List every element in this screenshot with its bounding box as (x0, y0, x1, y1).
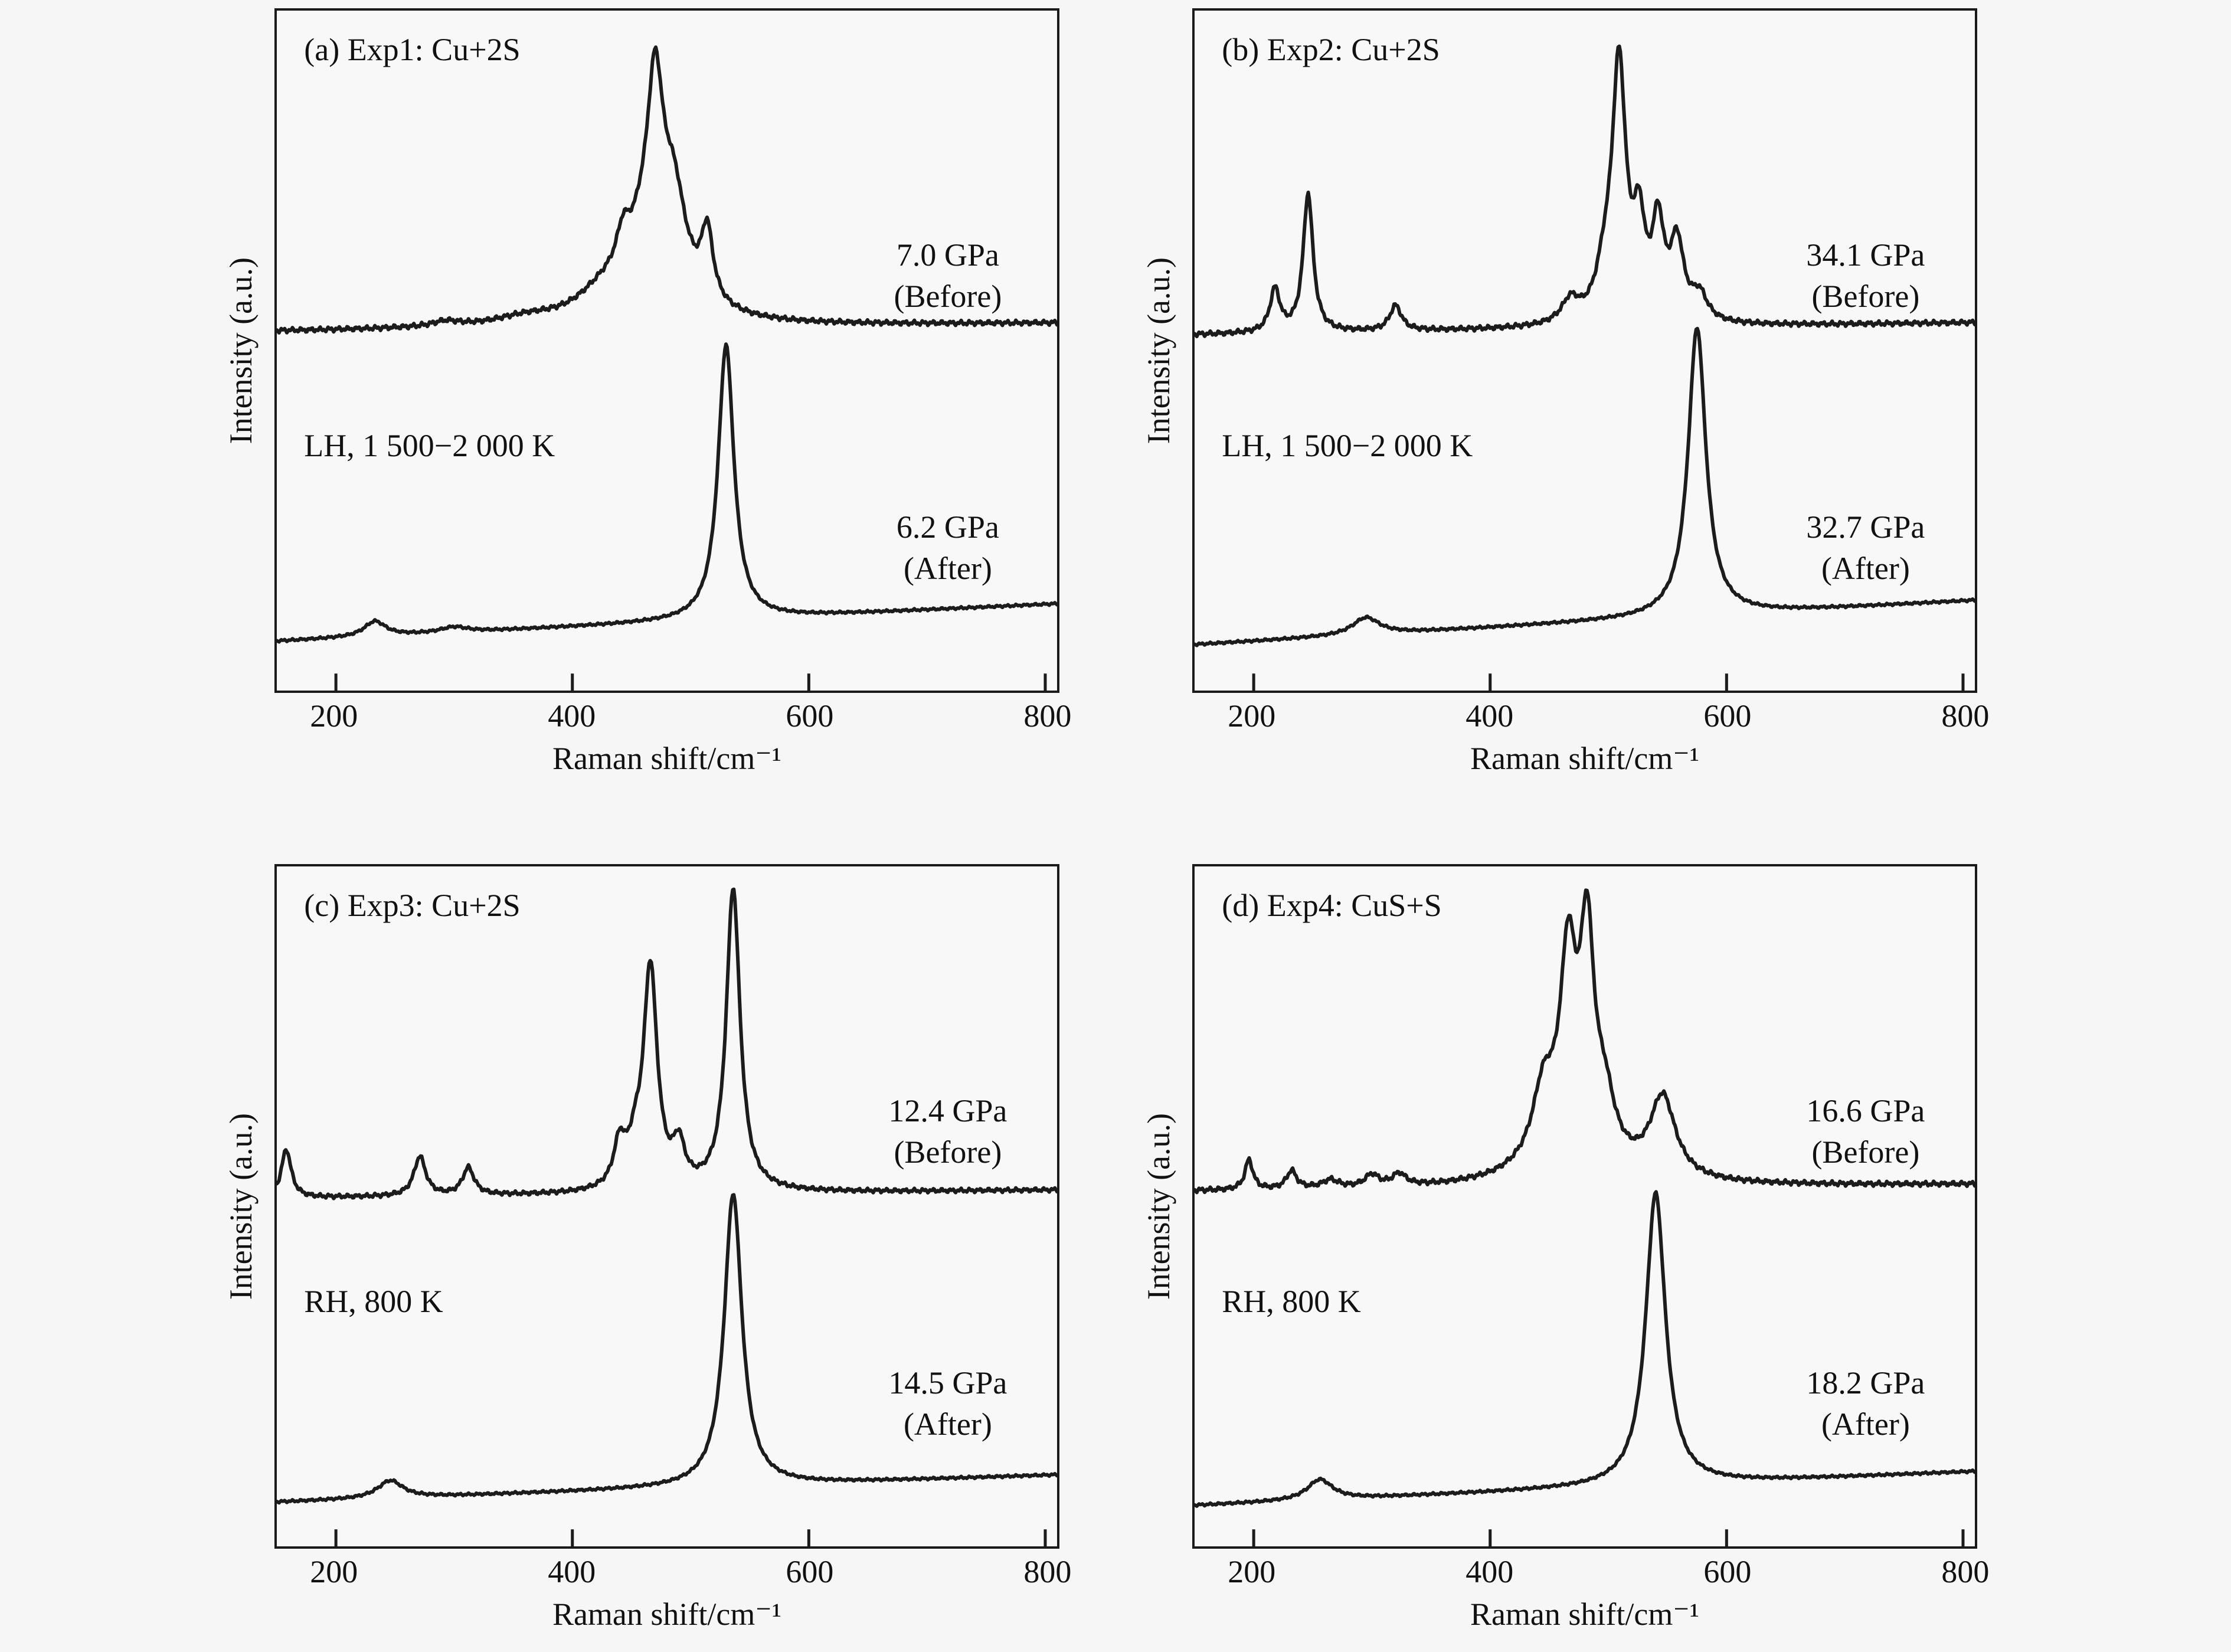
y-axis-label-cell: Intensity (a.u.) (207, 8, 274, 693)
panel-c: Intensity (a.u.) (c) Exp3: Cu+2S RH, 800… (207, 864, 1071, 1643)
spectrum-curve-after (277, 342, 1057, 644)
x-tick-label: 800 (1941, 698, 1990, 734)
plot-area-c: (c) Exp3: Cu+2S RH, 800 K 12.4 GPa (Befo… (274, 864, 1059, 1549)
before-curve-label: 12.4 GPa (Before) (888, 1090, 1007, 1173)
x-tick-labels: 200 400 600 800 (274, 1549, 1071, 1593)
x-axis-label: Raman shift/cm⁻¹ (1470, 741, 1700, 776)
y-axis-label: Intensity (a.u.) (1140, 1113, 1176, 1300)
y-axis-label: Intensity (a.u.) (223, 1113, 259, 1300)
plot-area-d: (d) Exp4: CuS+S RH, 800 K 16.6 GPa (Befo… (1192, 864, 1977, 1549)
y-axis-label-cell: Intensity (a.u.) (207, 864, 274, 1549)
x-tick-label: 400 (548, 698, 596, 734)
x-tick-label: 800 (1941, 1554, 1990, 1589)
plot-area-b: (b) Exp2: Cu+2S LH, 1 500−2 000 K 34.1 G… (1192, 8, 1977, 693)
after-pressure: 6.2 GPa (896, 509, 999, 545)
before-pressure: 34.1 GPa (1806, 237, 1925, 273)
x-tick-labels: 200 400 600 800 (1192, 693, 1989, 737)
y-axis-label: Intensity (a.u.) (223, 257, 259, 444)
spectrum-curve-after (1195, 1190, 1975, 1508)
panel-title: (a) Exp1: Cu+2S (304, 31, 521, 67)
x-tick-label: 800 (1023, 1554, 1072, 1589)
after-state: (After) (903, 1406, 992, 1442)
after-state: (After) (1821, 1406, 1910, 1442)
plot-area-a: (a) Exp1: Cu+2S LH, 1 500−2 000 K 7.0 GP… (274, 8, 1059, 693)
before-curve-label: 34.1 GPa (Before) (1806, 234, 1925, 317)
panel-title: (c) Exp3: Cu+2S (304, 887, 521, 923)
after-state: (After) (903, 551, 992, 587)
before-pressure: 12.4 GPa (888, 1093, 1007, 1129)
after-curve-label: 32.7 GPa (After) (1806, 506, 1925, 589)
x-tick-label: 600 (1703, 1554, 1752, 1589)
panel-title: (b) Exp2: Cu+2S (1222, 31, 1440, 67)
after-pressure: 14.5 GPa (888, 1365, 1007, 1401)
x-axis-label: Raman shift/cm⁻¹ (552, 741, 782, 776)
after-curve-label: 18.2 GPa (After) (1806, 1362, 1925, 1445)
x-tick-label: 200 (310, 698, 358, 734)
x-tick-label: 800 (1023, 698, 1072, 734)
x-tick-labels: 200 400 600 800 (1192, 1549, 1989, 1593)
spectrum-curve-after (277, 1193, 1057, 1505)
panel-d: Intensity (a.u.) (d) Exp4: CuS+S RH, 800… (1124, 864, 1989, 1643)
spectrum-curve-before (277, 887, 1057, 1200)
y-axis-label-cell: Intensity (a.u.) (1124, 8, 1192, 693)
spectrum-canvas-a (277, 45, 1057, 691)
x-tick-label: 200 (1228, 698, 1276, 734)
spectrum-curve-before (1195, 888, 1975, 1195)
spectrum-curve-before (1195, 44, 1975, 339)
x-tick-labels: 200 400 600 800 (274, 693, 1071, 737)
x-tick-label: 200 (1228, 1554, 1276, 1589)
condition-label: RH, 800 K (1222, 1284, 1361, 1320)
spectrum-curve-before (277, 45, 1057, 335)
after-state: (After) (1821, 551, 1910, 587)
y-axis-label-cell: Intensity (a.u.) (1124, 864, 1192, 1549)
after-curve-label: 6.2 GPa (After) (897, 506, 999, 589)
spectrum-canvas-d (1195, 888, 1975, 1546)
x-tick-label: 400 (1465, 698, 1514, 734)
panel-title: (d) Exp4: CuS+S (1222, 887, 1442, 923)
after-curve-label: 14.5 GPa (After) (888, 1362, 1007, 1445)
before-state: (Before) (894, 279, 1002, 315)
panel-a: Intensity (a.u.) (a) Exp1: Cu+2S LH, 1 5… (207, 8, 1071, 787)
before-curve-label: 16.6 GPa (Before) (1806, 1090, 1925, 1173)
before-pressure: 7.0 GPa (896, 237, 999, 273)
x-tick-label: 600 (1703, 698, 1752, 734)
condition-label: LH, 1 500−2 000 K (304, 428, 555, 464)
x-tick-label: 600 (786, 698, 834, 734)
condition-label: LH, 1 500−2 000 K (1222, 428, 1473, 464)
x-tick-label: 400 (548, 1554, 596, 1589)
before-state: (Before) (1811, 1134, 1920, 1170)
x-axis-label: Raman shift/cm⁻¹ (1470, 1597, 1700, 1632)
before-pressure: 16.6 GPa (1806, 1093, 1925, 1129)
panel-b: Intensity (a.u.) (b) Exp2: Cu+2S LH, 1 5… (1124, 8, 1989, 787)
before-state: (Before) (1811, 279, 1920, 315)
after-pressure: 32.7 GPa (1806, 509, 1925, 545)
x-tick-label: 400 (1465, 1554, 1514, 1589)
before-curve-label: 7.0 GPa (Before) (894, 234, 1002, 317)
y-axis-label: Intensity (a.u.) (1140, 257, 1176, 444)
condition-label: RH, 800 K (304, 1284, 443, 1320)
before-state: (Before) (894, 1134, 1002, 1170)
after-pressure: 18.2 GPa (1806, 1365, 1925, 1401)
x-tick-label: 200 (310, 1554, 358, 1589)
x-axis-label: Raman shift/cm⁻¹ (552, 1597, 782, 1632)
x-tick-label: 600 (786, 1554, 834, 1589)
spectrum-canvas-c (277, 887, 1057, 1546)
spectrum-curve-after (1195, 326, 1975, 647)
spectrum-canvas-b (1195, 44, 1975, 691)
